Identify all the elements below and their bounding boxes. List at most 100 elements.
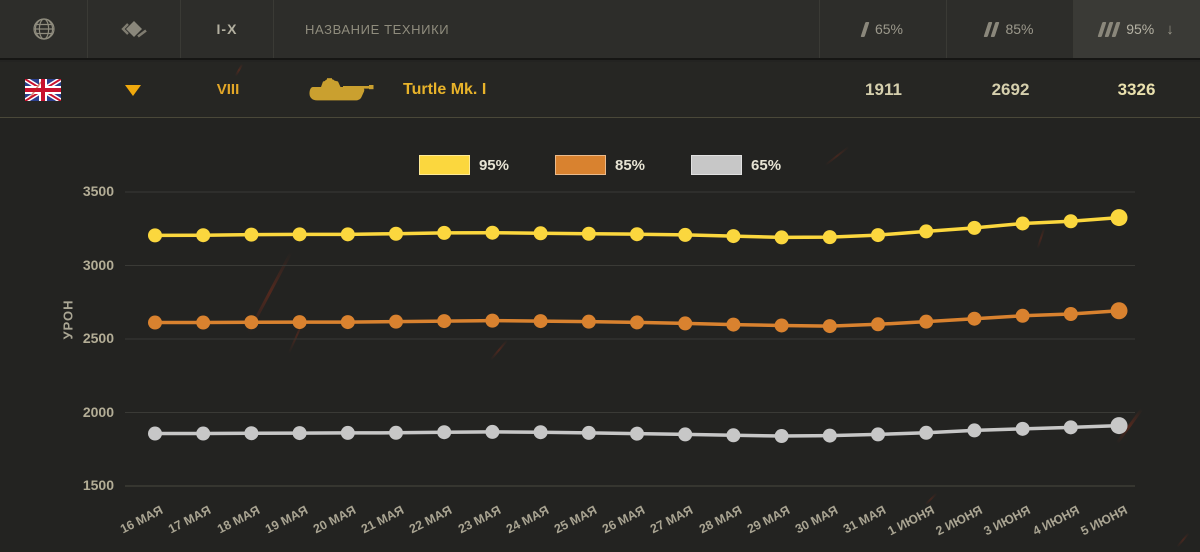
data-point-65%[interactable]	[822, 428, 837, 443]
data-point-95%[interactable]	[1015, 216, 1030, 231]
data-point-65%[interactable]	[581, 425, 596, 440]
value-95: 3326	[1117, 79, 1156, 99]
data-point-65%[interactable]	[196, 426, 211, 441]
one-slash-icon	[860, 21, 870, 37]
data-point-95%[interactable]	[244, 227, 259, 242]
data-point-65%[interactable]	[437, 425, 452, 440]
data-point-65%[interactable]	[389, 425, 403, 440]
data-point-95%[interactable]	[148, 228, 162, 243]
data-point-85%[interactable]	[244, 315, 259, 330]
data-point-65%[interactable]	[485, 424, 500, 439]
legend-label: 85%	[614, 156, 646, 174]
data-point-85%[interactable]	[822, 319, 837, 334]
data-point-85%[interactable]	[437, 314, 452, 329]
data-point-65%[interactable]	[1015, 421, 1030, 436]
data-point-85%[interactable]	[726, 317, 741, 332]
data-point-85%[interactable]	[919, 314, 934, 329]
data-point-95%[interactable]	[437, 225, 452, 240]
data-point-65%[interactable]	[148, 426, 162, 441]
data-point-65%[interactable]	[533, 425, 548, 440]
vehicle-class-icon	[121, 21, 147, 38]
vehicle-tier: VIII	[216, 81, 240, 98]
nation-flag-uk	[25, 62, 61, 117]
data-point-85%[interactable]	[967, 311, 982, 326]
data-point-85%[interactable]	[1015, 308, 1030, 323]
tier-filter-button[interactable]: I-X	[181, 0, 274, 58]
data-point-95%[interactable]	[774, 230, 789, 245]
plot-area	[125, 191, 1135, 487]
data-point-85%[interactable]	[871, 317, 885, 332]
legend-item-95%[interactable]: 95%	[418, 155, 509, 175]
data-point-85%[interactable]	[1063, 307, 1078, 322]
expand-triangle-icon[interactable]	[125, 85, 141, 96]
legend-swatch	[418, 155, 470, 175]
value-65: 1911	[865, 79, 902, 99]
data-point-95%[interactable]	[485, 225, 500, 240]
data-point-65%[interactable]	[774, 429, 789, 444]
legend-item-65%[interactable]: 65%	[691, 155, 781, 175]
sort-descending-icon[interactable]: ↓	[1166, 20, 1174, 38]
data-point-65%[interactable]	[1110, 417, 1128, 435]
tank-silhouette-icon	[303, 62, 375, 117]
data-point-85%[interactable]	[774, 318, 789, 333]
data-point-95%[interactable]	[340, 227, 355, 242]
data-point-95%[interactable]	[871, 228, 885, 243]
nation-filter-button[interactable]	[0, 0, 88, 58]
data-point-95%[interactable]	[292, 227, 307, 242]
vehicle-class-filter-button[interactable]	[88, 0, 181, 58]
data-point-85%[interactable]	[581, 314, 596, 329]
data-point-65%[interactable]	[292, 426, 307, 441]
data-point-95%[interactable]	[822, 230, 837, 245]
data-point-85%[interactable]	[678, 316, 693, 331]
data-point-95%[interactable]	[919, 224, 934, 239]
tier-filter-label: I-X	[216, 21, 238, 37]
legend-label: 65%	[751, 156, 782, 174]
data-point-85%[interactable]	[1110, 302, 1128, 320]
vehicle-row[interactable]: VIII Turtle Mk. I 1911 2692 3326	[0, 62, 1200, 118]
data-point-85%[interactable]	[340, 315, 355, 330]
data-point-95%[interactable]	[678, 227, 693, 242]
data-point-65%[interactable]	[244, 426, 259, 441]
column-85-label: 85%	[1005, 21, 1034, 37]
vehicle-name[interactable]: Turtle Mk. I	[403, 80, 487, 98]
legend-item-85%[interactable]: 85%	[554, 155, 646, 175]
data-point-95%[interactable]	[389, 226, 403, 241]
vehicle-name-column-header[interactable]: НАЗВАНИЕ ТЕХНИКИ	[274, 0, 820, 58]
data-point-65%[interactable]	[967, 423, 982, 438]
data-point-65%[interactable]	[726, 428, 741, 443]
data-point-65%[interactable]	[919, 425, 934, 440]
data-point-65%[interactable]	[678, 427, 693, 442]
data-point-95%[interactable]	[1110, 209, 1128, 227]
globe-icon	[32, 18, 55, 40]
data-point-85%[interactable]	[148, 315, 162, 330]
data-point-85%[interactable]	[389, 314, 403, 329]
data-point-85%[interactable]	[630, 315, 644, 330]
column-header-95[interactable]: 95% ↓	[1074, 0, 1200, 58]
data-point-85%[interactable]	[485, 313, 500, 328]
legend-swatch	[554, 155, 606, 175]
data-point-95%[interactable]	[967, 220, 982, 235]
column-header-85[interactable]: 85%	[947, 0, 1074, 58]
data-point-65%[interactable]	[1063, 420, 1078, 435]
y-tick-label: 2000	[82, 403, 114, 420]
data-point-95%[interactable]	[726, 229, 741, 244]
column-header-65[interactable]: 65%	[820, 0, 947, 58]
legend-swatch	[691, 155, 743, 175]
data-point-95%[interactable]	[1063, 214, 1078, 229]
data-point-65%[interactable]	[340, 425, 355, 440]
data-point-85%[interactable]	[533, 314, 548, 329]
y-tick-label: 2500	[82, 330, 114, 346]
y-tick-label: 3500	[82, 183, 114, 199]
data-point-65%[interactable]	[871, 427, 885, 442]
data-point-95%[interactable]	[533, 226, 548, 241]
column-95-label: 95%	[1126, 21, 1155, 37]
data-point-85%[interactable]	[292, 315, 307, 330]
filter-bar: I-X НАЗВАНИЕ ТЕХНИКИ 65% 85% 95% ↓	[0, 0, 1200, 60]
data-point-95%[interactable]	[196, 228, 211, 243]
data-point-85%[interactable]	[196, 315, 211, 330]
vehicle-name-column-label: НАЗВАНИЕ ТЕХНИКИ	[305, 21, 450, 37]
data-point-95%[interactable]	[581, 226, 596, 241]
data-point-95%[interactable]	[630, 227, 644, 242]
data-point-65%[interactable]	[630, 426, 644, 441]
